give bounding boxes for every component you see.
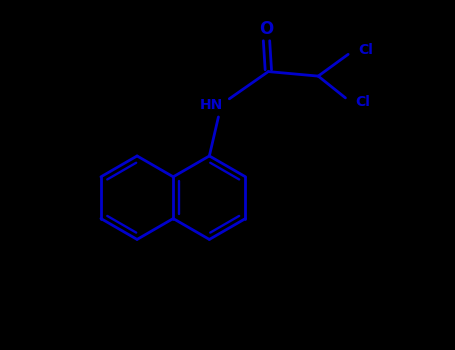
Text: HN: HN <box>200 98 223 112</box>
Text: Cl: Cl <box>355 96 370 110</box>
Text: O: O <box>259 20 273 38</box>
Text: Cl: Cl <box>358 43 373 57</box>
